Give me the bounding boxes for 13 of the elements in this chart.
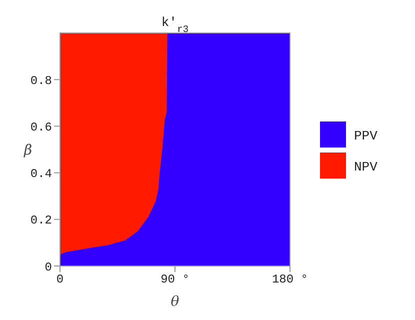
x-tick-label: 90 ° <box>160 272 190 287</box>
legend-label: NPV <box>354 160 378 174</box>
x-tick-label: 180 ° <box>272 272 308 287</box>
legend-label: PPV <box>354 128 378 144</box>
y-tick-label: 0.6 <box>30 120 52 134</box>
y-axis-title: β <box>22 142 32 158</box>
y-tick-label: 0.2 <box>30 214 52 228</box>
y-tick-label: 0.4 <box>30 167 52 182</box>
x-axis-title: θ <box>170 294 180 310</box>
x-tick-label: 0 <box>56 272 64 287</box>
chart-title: k′$_{r3}$ <box>161 15 189 34</box>
y-tick-label: 0 <box>44 260 52 274</box>
y-tick-label: 0.8 <box>30 74 52 88</box>
